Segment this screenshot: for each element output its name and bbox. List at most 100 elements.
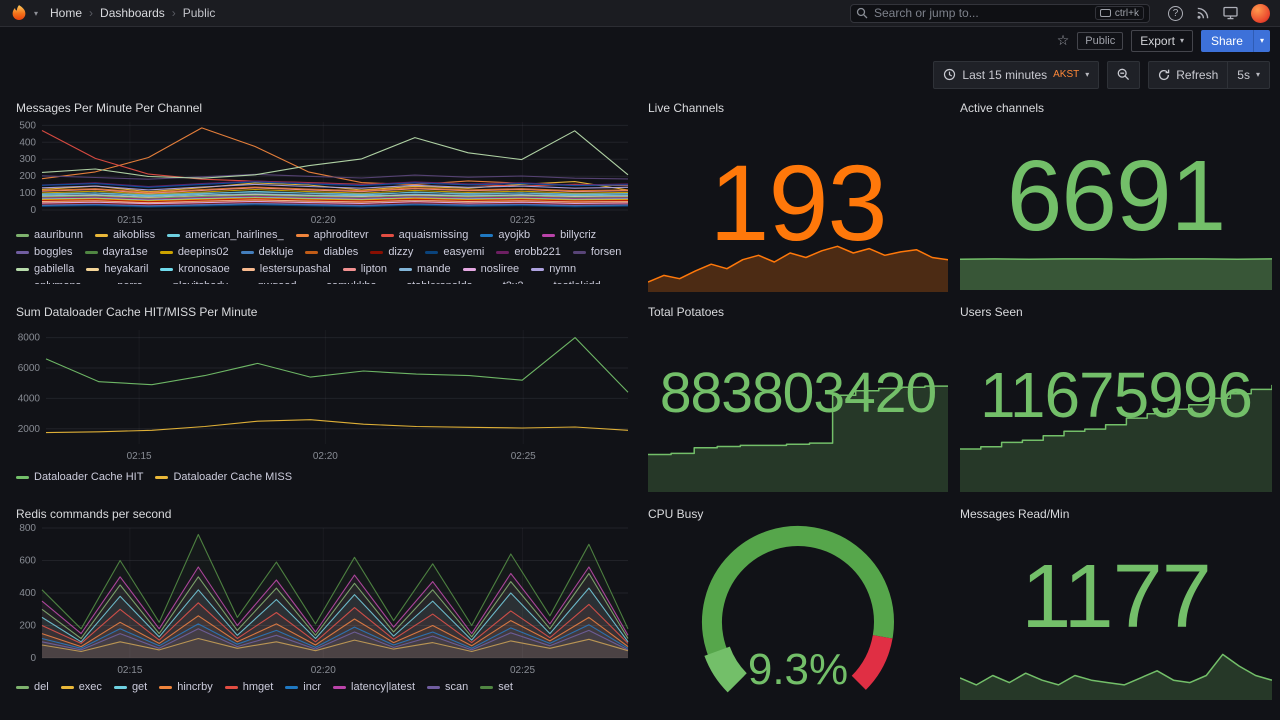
legend-item[interactable]: latency|latest [333, 680, 415, 694]
legend-item[interactable]: gabilella [16, 262, 74, 276]
legend-item[interactable]: diables [305, 245, 358, 259]
legend-item[interactable]: billycriz [542, 228, 596, 242]
legend-item[interactable]: easyemi [425, 245, 484, 259]
legend-item[interactable]: del [16, 680, 49, 694]
shortcut-badge: ctrl+k [1094, 6, 1144, 20]
legend-item[interactable]: onlymons_ [16, 279, 87, 284]
cpu-gauge [702, 526, 894, 693]
legend-series-label: aquaismissing [398, 229, 469, 241]
legend-series-color [16, 685, 29, 689]
legend-series-label: aphroditevr [313, 229, 369, 241]
legend-item[interactable]: samukkha [308, 279, 376, 284]
legend-item[interactable]: hmget [224, 680, 273, 694]
legend-item[interactable]: mande [399, 262, 451, 276]
legend-series-label: dekluje [258, 246, 294, 258]
legend-item[interactable]: american_hairlines_ [167, 228, 284, 242]
legend-item[interactable]: dizzy [370, 245, 413, 259]
legend-series-label: onlymons_ [34, 279, 87, 284]
svg-text:8000: 8000 [18, 333, 41, 344]
breadcrumb-home[interactable]: Home [50, 6, 83, 20]
legend-item[interactable]: ayojkb [480, 228, 530, 242]
chevron-down-icon[interactable]: ▾ [34, 8, 39, 18]
refresh-label: Refresh [1176, 67, 1219, 82]
legend-series-color [224, 685, 238, 689]
panel-title: Redis commands per second [16, 507, 172, 521]
legend-item[interactable]: nymn [531, 262, 576, 276]
legend-item[interactable]: exec [60, 680, 102, 694]
legend-series-color [370, 250, 384, 254]
legend-item[interactable]: lestersupashal [241, 262, 331, 276]
legend-series-color [84, 250, 98, 254]
legend-item[interactable]: boggles [16, 245, 73, 259]
legend-series-label: boggles [34, 246, 73, 258]
legend-item[interactable]: set [480, 680, 513, 694]
refresh-interval-button[interactable]: 5s ▾ [1227, 60, 1270, 89]
svg-text:02:20: 02:20 [311, 215, 336, 226]
share-button[interactable]: Share [1200, 29, 1253, 52]
user-avatar[interactable] [1251, 3, 1270, 23]
legend-item[interactable]: stableronaldo [389, 279, 473, 284]
stat-value: 6691 [1006, 140, 1226, 252]
legend-item[interactable]: kronosaoe [160, 262, 230, 276]
rss-icon[interactable] [1196, 6, 1210, 20]
legend-item[interactable]: heyakaril [86, 262, 148, 276]
legend-item[interactable]: forsen [572, 245, 621, 259]
legend-item[interactable]: get [113, 680, 147, 694]
legend-item[interactable]: hincrby [159, 680, 213, 694]
dataloader-timeseries-chart[interactable]: 2000 4000 6000 8000 02:15 02:20 02:25 [8, 322, 636, 462]
legend-series-label: del [34, 681, 49, 693]
public-badge: Public [1077, 31, 1124, 50]
legend-item[interactable]: scan [427, 680, 468, 694]
share-menu-button[interactable]: ▾ [1252, 29, 1270, 52]
legend-item[interactable]: Dataloader Cache MISS [155, 470, 292, 484]
breadcrumb-current: Public [182, 6, 216, 20]
refresh-button[interactable]: Refresh [1148, 60, 1228, 89]
legend-item[interactable]: teatlekidd [535, 279, 600, 284]
zoom-out-button[interactable] [1107, 60, 1141, 89]
search-input[interactable]: Search or jump to... ctrl+k [850, 3, 1150, 23]
panel-total-potatoes: Total Potatoes 883803420 [648, 300, 948, 492]
breadcrumb-dashboards[interactable]: Dashboards [100, 6, 165, 20]
redis-timeseries-chart[interactable]: 0 200 400 600 800 02:15 02:20 02:25 [8, 522, 636, 676]
legend-item[interactable]: nosliree [462, 262, 519, 276]
legend-item[interactable]: incr [285, 680, 321, 694]
chart-legend: Dataloader Cache HIT Dataloader Cache MIS… [8, 470, 636, 484]
legend-item[interactable]: deepins02 [159, 245, 229, 259]
legend-series-color [16, 250, 29, 254]
legend-item[interactable]: erobb221 [496, 245, 561, 259]
total-potatoes-sparkline [648, 385, 948, 492]
legend-item[interactable]: t2x2 [485, 279, 524, 284]
panel-title: Messages Per Minute Per Channel [16, 101, 203, 115]
export-button[interactable]: Export ▾ [1131, 29, 1193, 52]
grafana-logo-icon[interactable] [10, 4, 28, 22]
legend-item[interactable]: pwgood [240, 279, 297, 284]
legend-item[interactable]: aauribunn [16, 228, 83, 242]
panel-title: Sum Dataloader Cache HIT/MISS Per Minute [16, 305, 258, 319]
users-seen-sparkline [960, 384, 1272, 492]
star-icon[interactable]: ☆ [1056, 32, 1070, 48]
legend-series-color [155, 475, 169, 479]
legend-item[interactable]: aphroditevr [295, 228, 369, 242]
legend-series-color [241, 267, 255, 271]
legend-item[interactable]: lipton [342, 262, 387, 276]
gauge-value: 9.3% [747, 645, 849, 694]
legend-series-color [531, 267, 545, 271]
panel-cpu-busy: CPU Busy 9.3% [648, 502, 948, 700]
svg-text:02:15: 02:15 [127, 451, 152, 462]
monitor-icon[interactable] [1223, 6, 1238, 20]
legend-item[interactable]: aquaismissing [380, 228, 469, 242]
svg-text:6000: 6000 [18, 363, 41, 374]
legend-item[interactable]: aikobliss [94, 228, 155, 242]
legend-item[interactable]: dekluje [240, 245, 294, 259]
legend-series-label: erobb221 [514, 246, 561, 258]
legend-item[interactable]: playitshady [155, 279, 228, 284]
legend-item[interactable]: perra [99, 279, 143, 284]
legend-item[interactable]: Dataloader Cache HIT [16, 470, 143, 484]
messages-timeseries-chart[interactable]: 0 100 200 300 400 500 02:15 02:20 02:25 [8, 116, 636, 226]
legend-series-label: billycriz [560, 229, 597, 241]
legend-series-label: stableronaldo [407, 279, 473, 284]
time-range-picker[interactable]: Last 15 minutes AKST ▾ [933, 60, 1100, 89]
legend-series-label: exec [78, 681, 102, 693]
legend-item[interactable]: dayra1se [84, 245, 148, 259]
help-button[interactable]: ? [1168, 5, 1183, 21]
